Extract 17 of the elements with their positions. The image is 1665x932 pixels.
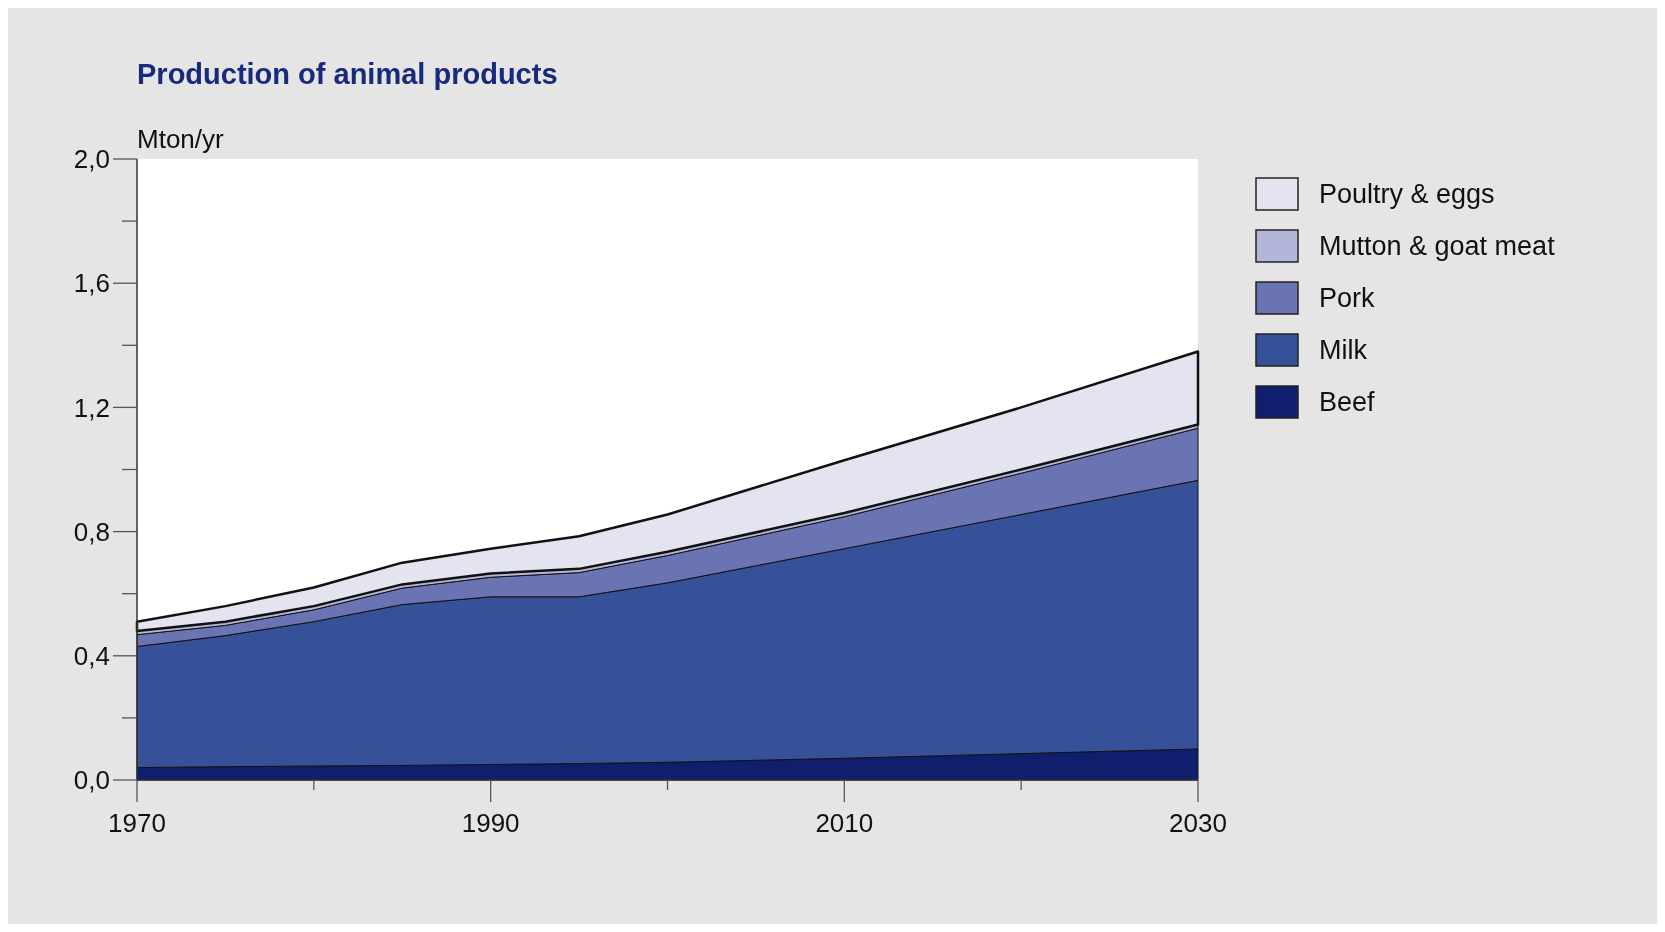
legend-label: Poultry & eggs [1319, 179, 1495, 210]
y-tick-label: 1,6 [73, 268, 110, 299]
x-tick-label: 1970 [108, 808, 166, 838]
y-tick-label: 1,2 [73, 392, 110, 423]
legend-label: Beef [1319, 387, 1376, 418]
y-tick-label: 0,4 [73, 640, 110, 671]
legend-label: Pork [1319, 283, 1376, 314]
y-tick-label: 2,0 [73, 144, 110, 175]
x-tick-label: 2030 [1169, 808, 1227, 838]
x-tick-label: 2010 [815, 808, 874, 838]
x-tick-label: 1990 [461, 808, 520, 838]
y-axis-title: Mton/yr [137, 124, 225, 154]
y-tick-label: 0,8 [73, 516, 110, 547]
legend-label: Milk [1319, 335, 1368, 366]
chart-title: Production of animal products [137, 58, 558, 90]
legend-label: Mutton & goat meat [1319, 231, 1556, 262]
y-tick-label: 0,0 [73, 765, 110, 796]
